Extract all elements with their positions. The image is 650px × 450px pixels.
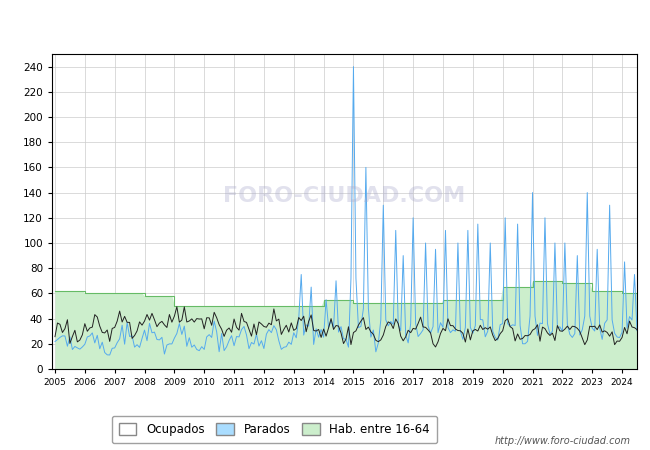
Text: La Cueva de Roa - Evolucion de la poblacion en edad de Trabajar Septiembre de 20: La Cueva de Roa - Evolucion de la poblac…	[38, 17, 612, 30]
Text: http://www.foro-ciudad.com: http://www.foro-ciudad.com	[495, 436, 630, 446]
Text: FORO-CIUDAD.COM: FORO-CIUDAD.COM	[224, 186, 465, 206]
Legend: Ocupados, Parados, Hab. entre 16-64: Ocupados, Parados, Hab. entre 16-64	[112, 416, 437, 443]
